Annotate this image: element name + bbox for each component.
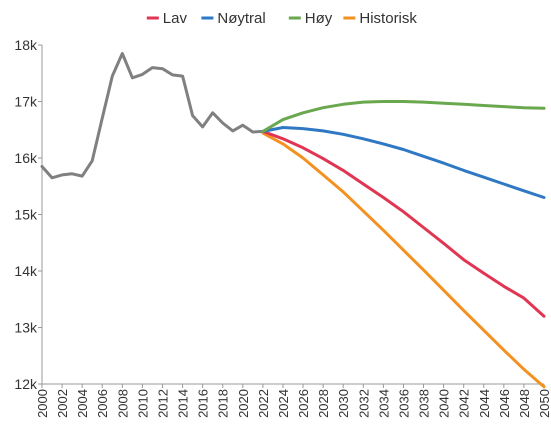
series-line-hy	[261, 100, 546, 133]
y-tick-label: 17k	[14, 94, 38, 110]
x-tick-label: 2016	[196, 389, 211, 418]
x-tick-label: 2022	[256, 389, 271, 418]
x-tick-label: 2046	[497, 389, 512, 418]
legend: Lav Nøytral Høy Historisk	[146, 10, 417, 27]
x-tick-label: 2014	[176, 389, 191, 418]
x-tick-label: 2036	[396, 389, 411, 418]
x-tick-label: 2026	[296, 389, 311, 418]
x-tick-label: 2038	[417, 389, 432, 418]
x-tick-label: 2004	[75, 389, 90, 418]
x-tick-label: 2040	[437, 389, 452, 418]
series-lines	[40, 52, 546, 389]
x-tick-label: 2020	[236, 389, 251, 418]
series-line-historisk	[261, 131, 546, 389]
x-tick-label: 2044	[477, 389, 492, 418]
y-tick-label: 15k	[14, 207, 38, 223]
history-line	[40, 52, 265, 180]
series-line-nytral	[261, 126, 546, 199]
x-tick-label: 2050	[537, 389, 551, 418]
y-tick-label: 18k	[14, 37, 38, 53]
legend-label: Nøytral	[217, 10, 265, 27]
x-tick-label: 2000	[35, 389, 50, 418]
x-tick-label: 2030	[336, 389, 351, 418]
x-tick-label: 2010	[135, 389, 150, 418]
axes: 12k 13k 14k 15k 16k 17k 18k 2000 2002 2004 2006 200…	[14, 37, 551, 418]
y-tick-label: 16k	[14, 150, 38, 166]
x-tick-label: 2018	[216, 389, 231, 418]
x-tick-label: 2028	[316, 389, 331, 418]
legend-label: Lav	[163, 10, 188, 27]
legend-label: Høy	[305, 10, 333, 27]
x-tick-label: 2008	[115, 389, 130, 418]
x-tick-label: 2002	[55, 389, 70, 418]
x-tick-label: 2006	[95, 389, 110, 418]
y-tick-label: 13k	[14, 320, 38, 336]
x-tick-label: 2032	[356, 389, 371, 418]
x-tick-label: 2024	[276, 389, 291, 418]
x-tick-label: 2034	[376, 389, 391, 418]
legend-label: Historisk	[359, 10, 417, 27]
y-tick-label: 14k	[14, 263, 38, 279]
x-tick-label: 2012	[155, 389, 170, 418]
series-line-lav	[261, 129, 546, 318]
x-tick-label: 2042	[457, 389, 472, 418]
y-tick-label: 12k	[14, 376, 38, 392]
x-tick-label: 2048	[517, 389, 532, 418]
